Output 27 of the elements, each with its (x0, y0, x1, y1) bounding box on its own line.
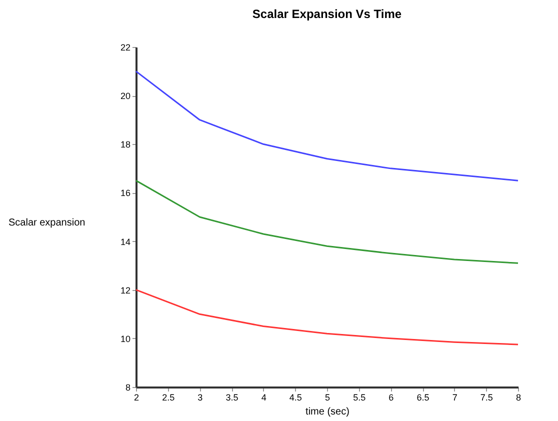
x-tick-label: 7.5 (480, 392, 493, 402)
line-series (135, 289, 519, 346)
x-tick-label: 3 (198, 392, 203, 402)
y-tick-label: 16 (120, 188, 130, 198)
x-tick-label: 2.5 (162, 392, 175, 402)
y-tick-label: 10 (120, 334, 130, 344)
x-tick-label: 4.5 (289, 392, 302, 402)
y-tick-label: 18 (120, 140, 130, 150)
x-tick-label: 8 (516, 392, 522, 402)
x-tick-label: 4 (261, 392, 266, 402)
y-tick-label: 14 (120, 236, 130, 247)
y-tick-label: 12 (120, 285, 130, 296)
x-tick-label: 6 (388, 392, 394, 402)
line-series (135, 70, 519, 182)
x-tick-label: 5.5 (353, 392, 366, 402)
x-tick-label: 2 (134, 392, 140, 402)
x-axis-title: time (sec) (306, 406, 350, 418)
y-tick-label: 20 (120, 91, 130, 102)
y-tick-label: 22 (120, 42, 130, 52)
y-axis-title: Scalar expansion (8, 218, 86, 228)
x-tick-label: 7 (452, 392, 458, 402)
y-tick-label: 8 (125, 382, 130, 392)
chart-title: Scalar Expansion Vs Time (252, 7, 402, 21)
x-tick-label: 6.5 (416, 392, 430, 402)
line-series (135, 180, 519, 264)
x-tick-label: 5 (324, 392, 330, 402)
x-tick-label: 3.5 (226, 392, 238, 402)
